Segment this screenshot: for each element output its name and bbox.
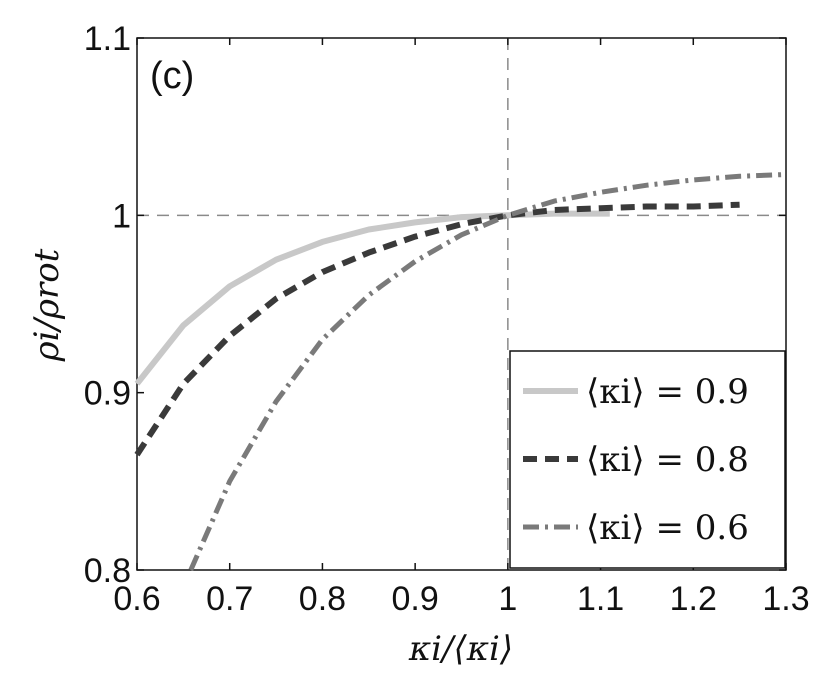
y-tick-label-1: 0.9 xyxy=(84,375,131,413)
legend-label-1: ⟨κi⟩ = 0.8 xyxy=(586,440,749,480)
x-tick-label-4: 1 xyxy=(498,580,517,618)
x-tick-label-6: 1.2 xyxy=(670,580,717,618)
legend: ⟨κi⟩ = 0.9 ⟨κi⟩ = 0.8 ⟨κi⟩ = 0.6 xyxy=(509,350,786,569)
y-tick-label-0: 0.8 xyxy=(84,552,131,590)
series-layer xyxy=(134,172,787,572)
y-tick-label-3: 1.1 xyxy=(84,20,131,58)
x-tick-label-1: 0.7 xyxy=(206,580,253,618)
x-tick-label-2: 0.8 xyxy=(299,580,346,618)
x-axis-label: κi/⟨κi⟩ xyxy=(408,629,513,669)
tick-labels: 0.6 0.7 0.8 0.9 1 1.1 1.2 1.3 0.8 0.9 1 1.1 xyxy=(84,20,810,618)
y-tick-label-2: 1 xyxy=(112,197,131,235)
x-tick-label-7: 1.3 xyxy=(762,580,809,618)
x-tick-label-5: 1.1 xyxy=(577,580,624,618)
x-tick-label-0: 0.6 xyxy=(113,580,160,618)
legend-label-0: ⟨κi⟩ = 0.9 xyxy=(586,372,749,412)
legend-label-2: ⟨κi⟩ = 0.6 xyxy=(586,508,749,548)
series-line-2 xyxy=(188,172,787,572)
series-line-1 xyxy=(134,201,740,457)
x-tick-label-3: 0.9 xyxy=(392,580,439,618)
y-axis-label: ρi/ρrot xyxy=(27,248,67,362)
ticks xyxy=(136,37,787,571)
panel-label: (c) xyxy=(150,55,194,97)
